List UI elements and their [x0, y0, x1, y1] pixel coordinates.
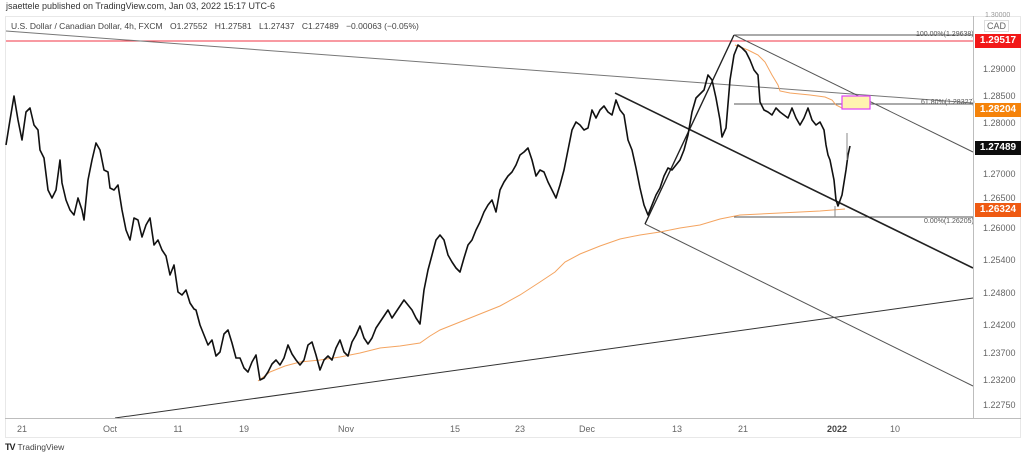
time-tick-label: 13	[671, 424, 683, 434]
time-tick-label: 15	[449, 424, 461, 434]
price-tick-label: 1.29000	[983, 64, 1016, 74]
tradingview-logo-text: TradingView	[17, 442, 65, 452]
price-tick-label: 1.22750	[983, 400, 1016, 410]
time-tick-label: 21	[16, 424, 28, 434]
price-series	[5, 44, 851, 381]
trendline-top	[5, 30, 974, 104]
trendline-support	[114, 297, 974, 419]
symbol-name: U.S. Dollar / Canadian Dollar, 4h, FXCM	[11, 21, 163, 31]
time-tick-label: Nov	[337, 424, 355, 434]
ohlc-close: C1.27489	[301, 21, 339, 31]
time-tick-label: Oct	[102, 424, 118, 434]
ohlc-change: −0.00063 (−0.05%)	[346, 21, 419, 31]
price-badge: 1.27489	[975, 141, 1021, 155]
channel-upper	[614, 92, 974, 269]
time-axis[interactable]	[5, 418, 1021, 438]
ohlc-low: L1.27437	[259, 21, 295, 31]
time-tick-label: 2022	[826, 424, 848, 434]
chart-frame	[5, 16, 1021, 438]
price-axis[interactable]	[973, 16, 1021, 418]
time-tick-label: 21	[737, 424, 749, 434]
price-tick-label: 1.23700	[983, 348, 1016, 358]
time-tick-label: 10	[889, 424, 901, 434]
price-tick-label: 1.25400	[983, 255, 1016, 265]
fib-618-label: 61.80%(1.28327)	[921, 99, 975, 106]
ohlc-high: H1.27581	[214, 21, 252, 31]
published-by-text: jsaettele published on TradingView.com, …	[6, 1, 276, 11]
price-tick-label: 1.28000	[983, 118, 1016, 128]
fib-0-label: 0.00%(1.26205)	[924, 218, 974, 225]
price-tick-label: 1.23200	[983, 375, 1016, 385]
price-badge: 1.29517	[975, 34, 1021, 48]
price-axis-top-label: 1.30000	[985, 12, 1011, 19]
resistance-zone	[841, 95, 871, 110]
price-tick-label: 1.26000	[983, 223, 1016, 233]
time-tick-label: Dec	[578, 424, 596, 434]
moving-average-long	[257, 208, 846, 382]
tradingview-logo[interactable]: TV TradingView	[5, 442, 64, 452]
price-badge: 1.28204	[975, 103, 1021, 117]
price-tick-label: 1.24800	[983, 288, 1016, 298]
fib-100-label: 100.00%(1.29638)	[916, 31, 974, 38]
price-badge: 1.26324	[975, 203, 1021, 217]
time-tick-label: 19	[238, 424, 250, 434]
time-tick-label: 23	[514, 424, 526, 434]
price-tick-label: 1.26500	[983, 193, 1016, 203]
price-tick-label: 1.24200	[983, 320, 1016, 330]
tradingview-logo-icon: TV	[5, 442, 15, 452]
moving-average-short	[734, 44, 843, 109]
peak-trendline	[733, 34, 974, 153]
price-tick-label: 1.28500	[983, 91, 1016, 101]
symbol-legend: U.S. Dollar / Canadian Dollar, 4h, FXCM …	[11, 21, 424, 31]
currency-label[interactable]: CAD	[984, 20, 1010, 32]
time-tick-label: 11	[173, 424, 183, 434]
channel-lower	[644, 223, 974, 387]
price-tick-label: 1.27000	[983, 169, 1016, 179]
ohlc-open: O1.27552	[170, 21, 208, 31]
